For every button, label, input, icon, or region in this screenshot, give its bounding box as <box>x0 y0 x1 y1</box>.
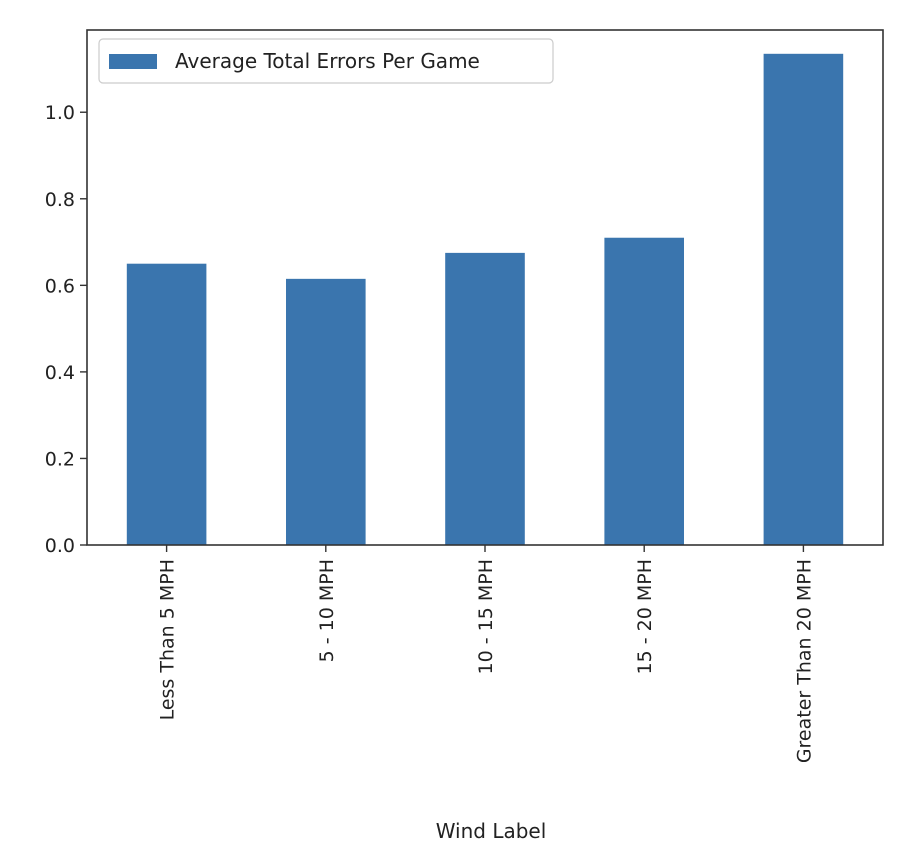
y-axis: 0.0 0.2 0.4 0.6 0.8 1.0 <box>45 102 87 557</box>
y-tick-label: 0.2 <box>45 448 75 470</box>
legend-swatch <box>109 54 157 69</box>
bar-5 <box>763 53 844 545</box>
bars-group <box>126 53 844 546</box>
y-tick-label: 0.4 <box>45 362 75 384</box>
y-tick-label: 0.8 <box>45 189 75 211</box>
bar-3 <box>445 252 525 545</box>
x-tick-label: 15 - 20 MPH <box>634 559 656 674</box>
legend-label: Average Total Errors Per Game <box>175 49 480 73</box>
bar-4 <box>604 237 684 546</box>
y-tick-label: 0.6 <box>45 275 75 297</box>
legend-box <box>98 38 554 84</box>
x-tick-label: Less Than 5 MPH <box>157 559 179 720</box>
bar-1 <box>126 263 207 545</box>
y-tick-label: 1.0 <box>45 102 75 124</box>
x-axis: Less Than 5 MPH 5 - 10 MPH 10 - 15 MPH 15 -… <box>157 545 815 763</box>
bar-2 <box>286 278 366 545</box>
plot-frame <box>86 29 884 546</box>
x-tick-label: 5 - 10 MPH <box>316 559 338 662</box>
x-tick-label: Greater Than 20 MPH <box>793 559 815 763</box>
y-tick-label: 0.0 <box>45 535 75 557</box>
x-axis-label: Wind Label <box>436 819 547 843</box>
x-tick-label: 10 - 15 MPH <box>475 559 497 674</box>
legend: Average Total Errors Per Game <box>98 38 554 84</box>
